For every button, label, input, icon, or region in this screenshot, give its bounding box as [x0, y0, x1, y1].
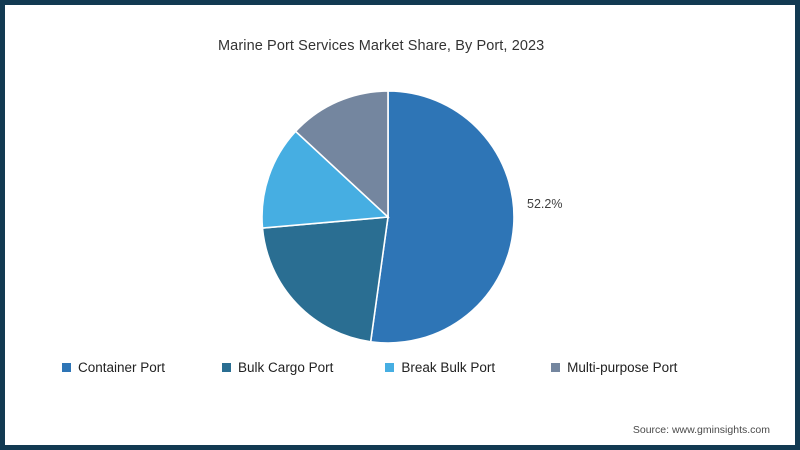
pie-slice-value-label-container-port: 52.2% [527, 197, 563, 211]
chart-title: Marine Port Services Market Share, By Po… [218, 38, 545, 54]
legend-item-label: Multi-purpose Port [567, 359, 678, 375]
legend-item[interactable]: Multi-purpose Port [551, 360, 677, 375]
pie-slice [261, 130, 390, 229]
legend-item[interactable]: Break Bulk Port [385, 360, 495, 375]
legend-item[interactable]: Container Port [62, 360, 165, 375]
pie-slice [261, 216, 389, 343]
legend-item-label: Container Port [78, 359, 166, 375]
legend-swatch-icon [222, 362, 232, 372]
pie-slice [294, 90, 389, 219]
legend-swatch-icon [62, 362, 71, 372]
legend-item-label: Break Bulk Port [401, 359, 496, 375]
pie-svg [261, 90, 515, 344]
legend-item-label: Bulk Cargo Port [238, 359, 334, 375]
pie-slice-group [261, 90, 515, 344]
pie-slice [369, 90, 515, 344]
legend-swatch-icon [551, 362, 561, 372]
chart-legend: Container Port Bulk Cargo Port Break Bulk … [52, 355, 752, 379]
legend-swatch-icon [385, 362, 395, 372]
pie-chart [261, 90, 515, 344]
legend-item[interactable]: Bulk Cargo Port [222, 360, 333, 375]
source-note: Source: www.gminsights.com [632, 424, 770, 436]
